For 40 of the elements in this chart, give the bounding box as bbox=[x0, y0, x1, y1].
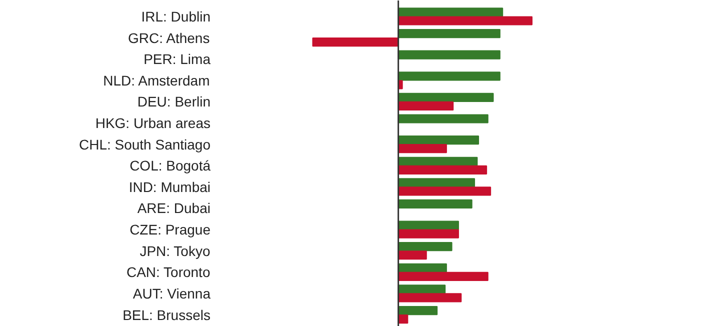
y-tick-label: DEU: Berlin bbox=[137, 94, 211, 110]
bar bbox=[398, 16, 533, 26]
bar bbox=[398, 101, 454, 111]
y-tick-label: CHL: South Santiago bbox=[78, 136, 211, 152]
bar bbox=[398, 165, 488, 174]
bar bbox=[398, 263, 447, 272]
y-tick-label: IND: Mumbai bbox=[128, 178, 211, 195]
y-tick-label: CAN: Toronto bbox=[126, 264, 210, 280]
bar bbox=[398, 284, 446, 294]
y-tick-label: IRL: Dublin bbox=[141, 8, 211, 24]
y-tick-label: AUT: Vienna bbox=[132, 285, 211, 302]
bar bbox=[398, 136, 480, 145]
y-tick-label: NLD: Amsterdam bbox=[103, 72, 210, 88]
bar bbox=[398, 28, 500, 38]
bar bbox=[398, 186, 492, 196]
y-tick-label: GRC: Athens bbox=[128, 30, 210, 46]
bar bbox=[398, 156, 478, 166]
bar bbox=[398, 293, 462, 302]
bar bbox=[398, 72, 500, 81]
y-tick-label: BEL: Brussels bbox=[122, 306, 211, 323]
bar bbox=[398, 8, 504, 17]
bar bbox=[398, 199, 472, 209]
bar bbox=[398, 50, 500, 60]
bar bbox=[398, 92, 494, 102]
bar bbox=[398, 250, 427, 260]
bar bbox=[398, 178, 476, 188]
y-tick-label: ARE: Dubai bbox=[137, 200, 211, 216]
bar bbox=[398, 220, 459, 230]
y-tick-label: CZE: Prague bbox=[130, 222, 211, 238]
y-tick-label: JPN: Tokyo bbox=[140, 242, 210, 259]
bar bbox=[398, 242, 452, 252]
bar bbox=[312, 38, 399, 47]
bar bbox=[398, 272, 488, 281]
bar bbox=[398, 306, 438, 316]
bar bbox=[398, 229, 459, 238]
bar bbox=[398, 114, 488, 124]
y-tick-label: HKG: Urban areas bbox=[95, 115, 211, 132]
bar bbox=[398, 144, 447, 154]
y-tick-label: COL: Bogotá bbox=[130, 158, 211, 174]
y-tick-label: PER: Lima bbox=[144, 51, 211, 68]
